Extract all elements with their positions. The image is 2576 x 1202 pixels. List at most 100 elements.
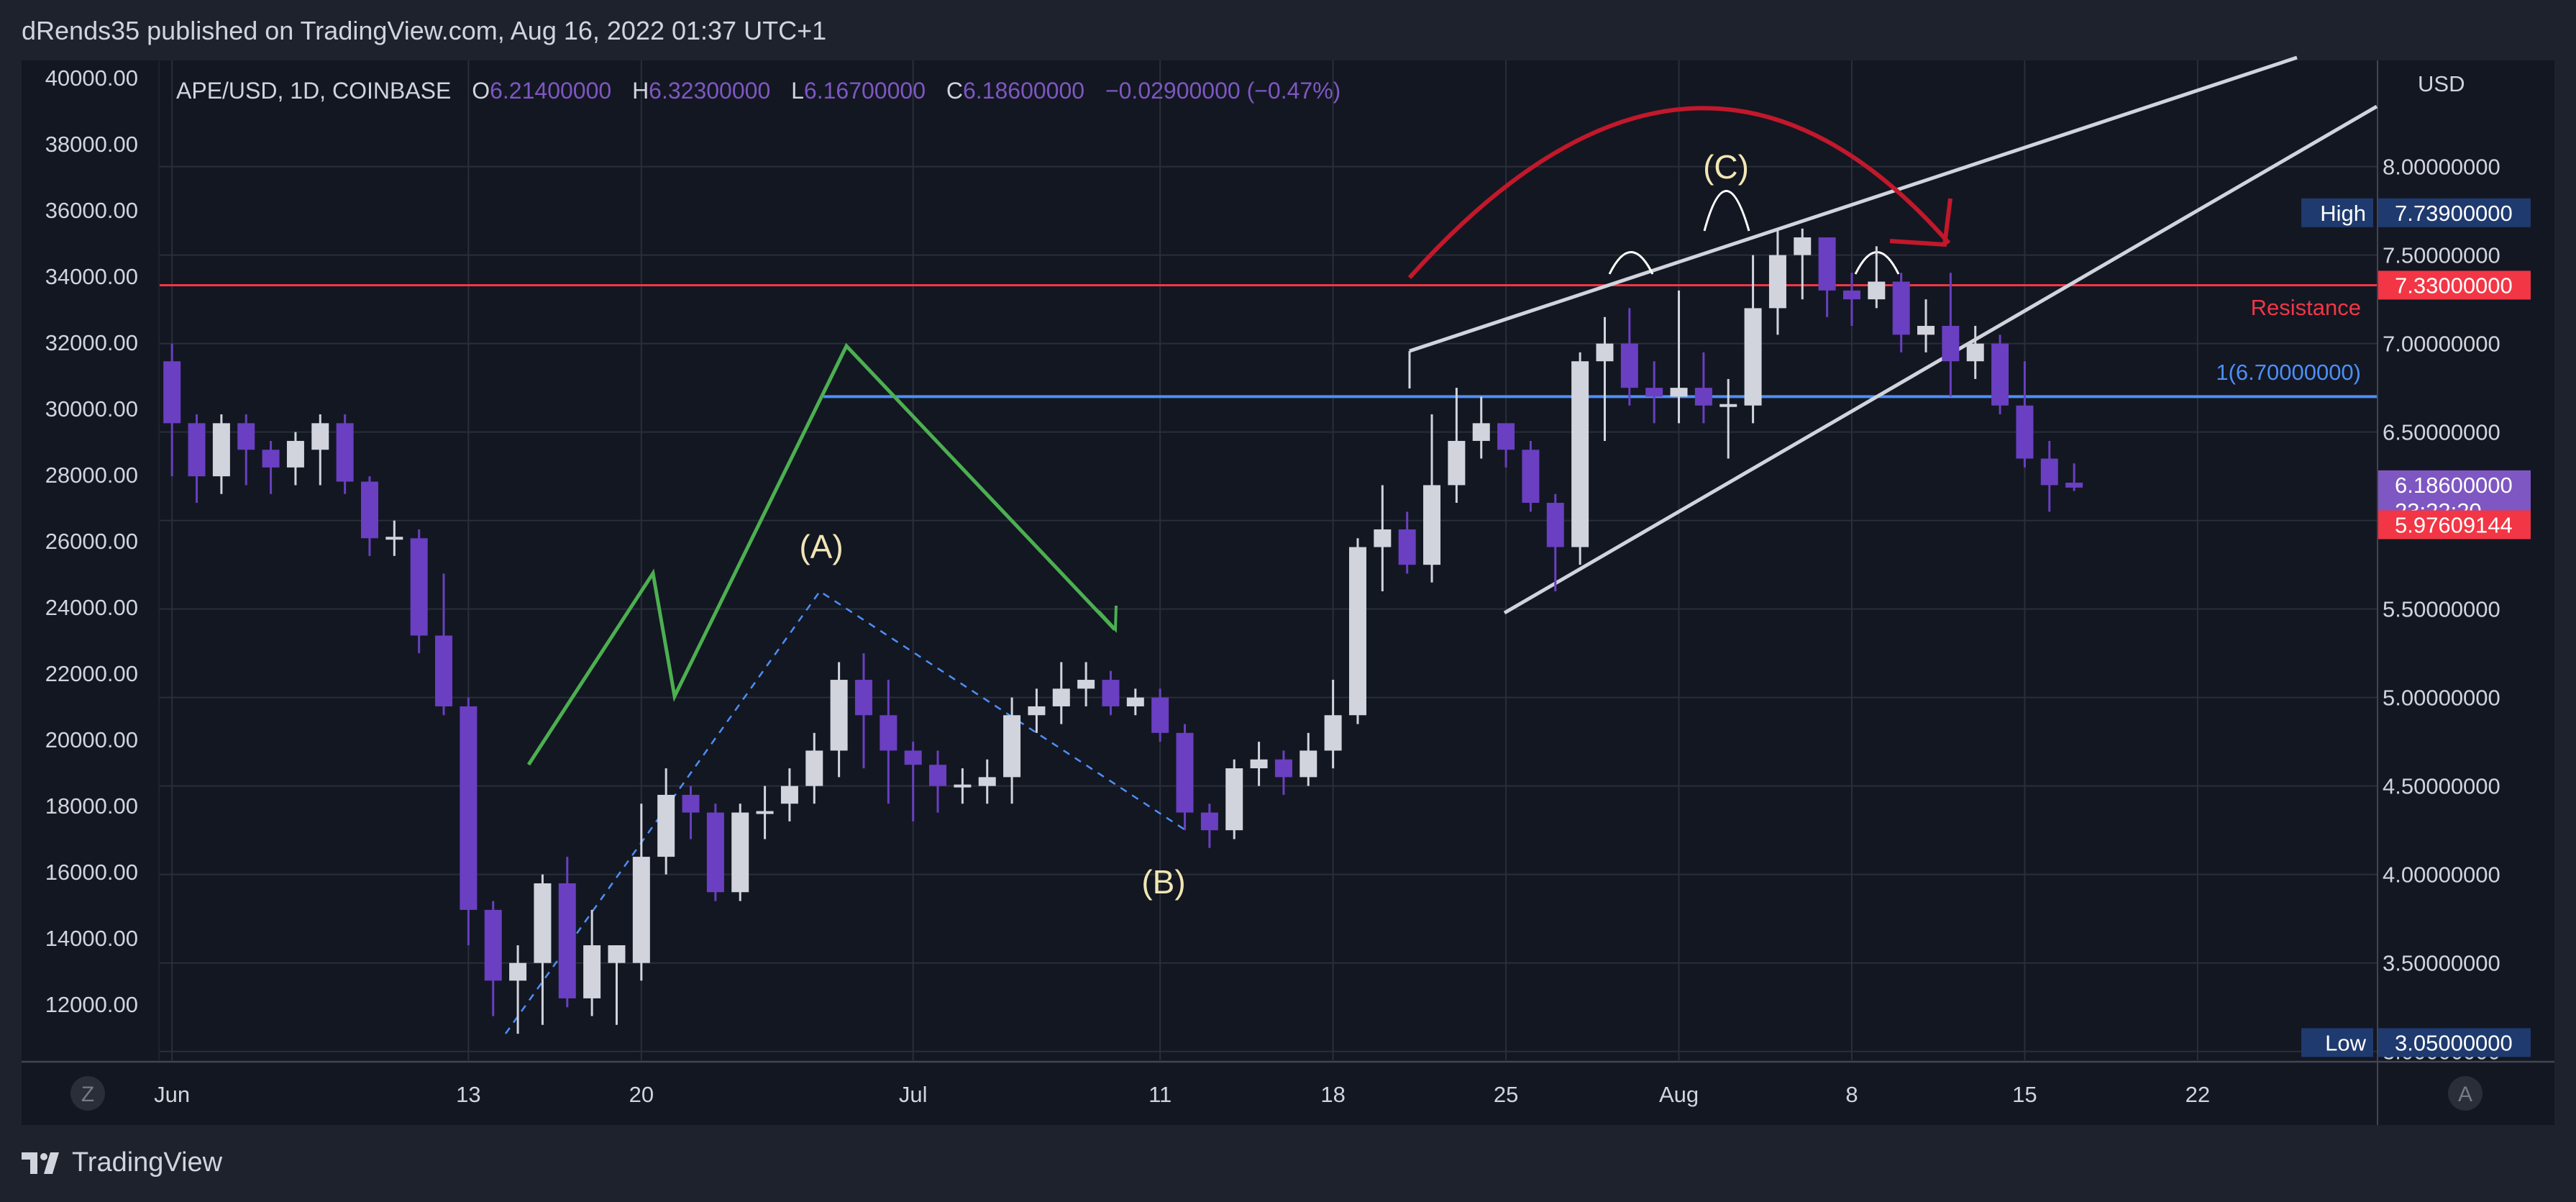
wave-arrow-head [1097,605,1118,633]
candle-body [632,857,650,963]
price-tick-label: 7.00000000 [2383,332,2500,357]
time-axis[interactable] [22,1063,2554,1125]
tradingview-logo-icon [22,1152,59,1174]
candle [1102,670,1120,716]
candle [854,653,872,769]
candle-body [1003,715,1021,778]
candle [2065,463,2083,491]
left-tick-label: 18000.00 [45,793,138,819]
footer: TradingView [0,1126,2576,1202]
channel-lower-line[interactable] [1503,104,2378,615]
tradingview-brand[interactable]: TradingView [22,1147,222,1178]
candle-body [756,811,774,814]
price-tag: Low 3.05000000 [2301,1028,2531,1057]
candle-body [1794,237,1812,255]
candle-body [2016,405,2034,459]
candle [360,476,378,556]
publish-info: dRends35 published on TradingView.com, A… [22,16,827,45]
legend-low: 6.16700000 [804,78,926,104]
auto-scale-button[interactable] [2448,1076,2483,1111]
candle-body [1102,680,1120,706]
candle-body [262,450,280,468]
candle-body [2040,458,2058,486]
left-tick-label: 12000.00 [45,992,138,1017]
time-tick-label: 15 [2012,1082,2037,1107]
candle-body [1497,423,1515,450]
candle [1645,361,1663,424]
candle [385,520,403,556]
left-tick-label: 34000.00 [45,264,138,289]
price-tick-label: 5.00000000 [2383,686,2500,711]
price-tag: 5.97609144 [2378,510,2531,539]
wave-a-label: (A) [799,528,843,565]
candle [1794,228,1812,300]
candle-body [1028,706,1046,716]
candle-body [163,361,181,424]
elliott-wave-path[interactable] [526,342,1116,766]
publish-header: dRends35 published on TradingView.com, A… [0,0,2576,60]
candle [188,414,206,504]
price-tag-box [2378,198,2531,227]
candle-body [1645,388,1663,397]
left-tick-label: 20000.00 [45,727,138,752]
candle [706,803,724,901]
left-tick-label: 40000.00 [45,65,138,91]
candles[interactable] [163,228,2083,1034]
candle-body [780,786,798,804]
candle-body [286,440,304,468]
wave-b-label: (B) [1141,863,1185,901]
time-tick-label: 13 [456,1082,480,1107]
resistance-label: Resistance [2251,295,2361,320]
price-tag: 7.33000000 [2378,270,2531,300]
candle [1546,493,1564,592]
price-tick-label: 4.50000000 [2383,774,2500,799]
left-tick-label: 16000.00 [45,860,138,885]
candle-body [706,812,724,893]
left-tick-label: 22000.00 [45,661,138,686]
candle [435,573,453,716]
price-tag-value: 7.33000000 [2395,273,2513,298]
candle [558,857,576,1008]
candle-body [1348,547,1366,716]
candle-body [360,481,378,539]
candle [1052,662,1070,724]
left-tick-label: 36000.00 [45,198,138,223]
candle [1571,352,1589,565]
candle-body [1942,326,1960,362]
candle [1077,662,1095,706]
time-tick-label: Aug [1659,1082,1699,1107]
zoom-button[interactable] [70,1076,105,1111]
brand-name: TradingView [72,1147,223,1178]
price-tag: High 7.73900000 [2301,198,2531,227]
candle-body [1966,343,1984,362]
candle-body [1077,680,1095,689]
candle-body [1225,768,1243,831]
candle [460,697,478,946]
price-tag-label: High [2320,201,2366,226]
time-tick-label: Jun [154,1082,190,1107]
candle [1200,803,1218,848]
candle-body [1620,343,1638,388]
candle-body [1052,688,1070,706]
candle-body [1670,388,1688,397]
candle [1225,759,1243,839]
left-axis[interactable] [22,60,158,1060]
abc-dashed-path[interactable] [504,590,1187,1034]
candle [1398,511,1416,574]
candle-body [1744,308,1762,406]
candle [880,680,898,804]
candle-body [1842,290,1860,300]
candle-body [1868,281,1886,300]
channel-upper-line[interactable] [1409,55,2298,353]
plot-area[interactable] [160,60,2377,1060]
reversal-arc[interactable] [1407,106,1951,280]
candle [1522,440,1540,512]
candle [1003,697,1021,804]
candle [163,343,181,477]
candle-body [1892,281,1910,335]
price-tick-label: 4.00000000 [2383,862,2500,888]
candle [1176,724,1194,831]
left-tick-label: 28000.00 [45,463,138,488]
candle [1028,688,1046,733]
